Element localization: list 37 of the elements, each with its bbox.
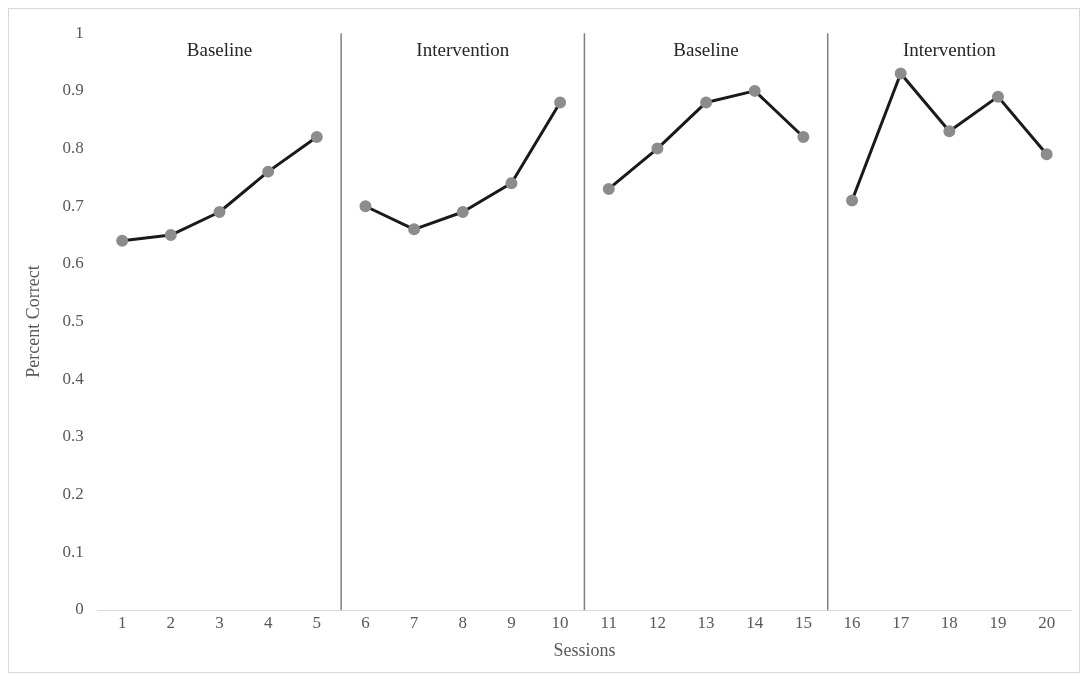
y-tick-label: 0.2 [62, 484, 84, 504]
annotation: Baseline [673, 38, 739, 60]
y-axis-title: Percent Correct [22, 265, 43, 378]
y-tick-label: 0.4 [62, 368, 85, 388]
x-tick-label: 7 [409, 612, 419, 632]
x-tick-label: 16 [843, 612, 861, 632]
y-tick-label: 0.5 [62, 311, 84, 331]
y-tick-label: 0.7 [62, 195, 85, 215]
y-tick-label: 0.1 [62, 541, 84, 561]
x-tick-label: 8 [458, 612, 468, 632]
y-tick-label: 0.3 [62, 426, 84, 446]
x-tick-label: 17 [892, 612, 910, 632]
x-tick-label: 10 [551, 612, 569, 632]
x-tick-label: 2 [166, 612, 176, 632]
y-tick-label: 0.6 [62, 253, 84, 273]
x-tick-label: 19 [989, 612, 1007, 632]
x-tick-label: 12 [648, 612, 666, 632]
annotation: Intervention [416, 38, 510, 60]
y-tick-label: 0 [75, 599, 84, 619]
x-tick-label: 18 [940, 612, 958, 632]
x-axis-title: Sessions [553, 639, 616, 660]
y-tick-label: 1 [75, 22, 84, 42]
x-tick-label: 14 [746, 612, 764, 632]
x-tick-label: 1 [117, 612, 127, 632]
x-tick-label: 5 [312, 612, 322, 632]
x-tick-label: 20 [1038, 612, 1056, 632]
y-tick-label: 0.8 [62, 138, 84, 158]
x-tick-label: 13 [697, 612, 715, 632]
x-tick-label: 11 [600, 612, 617, 632]
x-tick-label: 15 [794, 612, 812, 632]
y-tick-label: 0.9 [62, 80, 84, 100]
annotation: Baseline [186, 38, 253, 60]
x-tick-label: 4 [263, 612, 273, 632]
x-tick-label: 9 [507, 612, 516, 632]
annotation: Intervention [902, 38, 997, 60]
x-tick-label: 6 [361, 612, 370, 632]
x-tick-label: 3 [215, 612, 224, 632]
